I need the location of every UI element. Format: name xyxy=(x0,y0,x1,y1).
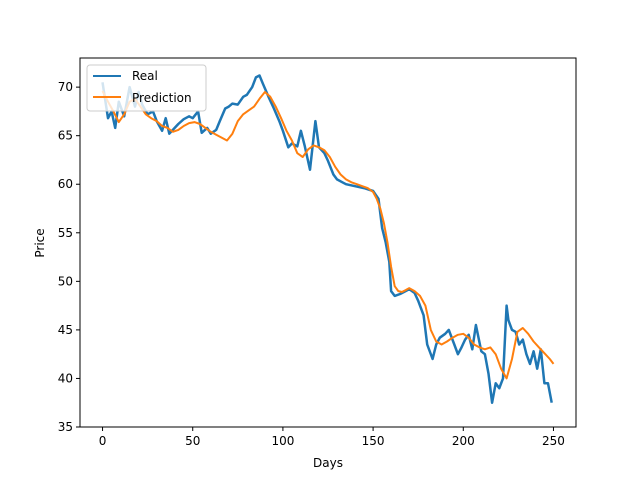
plot-frame xyxy=(79,57,577,428)
x-axis-ticks: 0 50 100 150 200 250 xyxy=(99,427,565,448)
y-tick-label: 50 xyxy=(58,274,73,288)
y-tick-label: 45 xyxy=(58,323,73,337)
y-tick-label: 55 xyxy=(58,226,73,240)
series-line-prediction xyxy=(101,90,555,380)
y-tick-label: 70 xyxy=(58,80,73,94)
x-tick-label: 150 xyxy=(362,434,385,448)
y-tick-label: 60 xyxy=(58,177,73,191)
legend-label-real: Real xyxy=(132,69,158,83)
series-line-real xyxy=(101,74,553,404)
x-axis-label: Days xyxy=(313,456,343,470)
legend: Real Prediction xyxy=(86,64,207,112)
y-axis-ticks: 35 40 45 50 55 60 65 70 xyxy=(58,80,80,434)
y-tick-label: 65 xyxy=(58,129,73,143)
x-tick-label: 200 xyxy=(452,434,475,448)
series-layer xyxy=(101,74,555,404)
y-tick-label: 35 xyxy=(58,420,73,434)
y-axis-label: Price xyxy=(33,228,47,257)
x-tick-label: 100 xyxy=(271,434,294,448)
y-tick-label: 40 xyxy=(58,371,73,385)
x-tick-label: 0 xyxy=(99,434,107,448)
x-tick-label: 250 xyxy=(542,434,565,448)
legend-label-prediction: Prediction xyxy=(132,91,192,105)
x-tick-label: 50 xyxy=(185,434,200,448)
